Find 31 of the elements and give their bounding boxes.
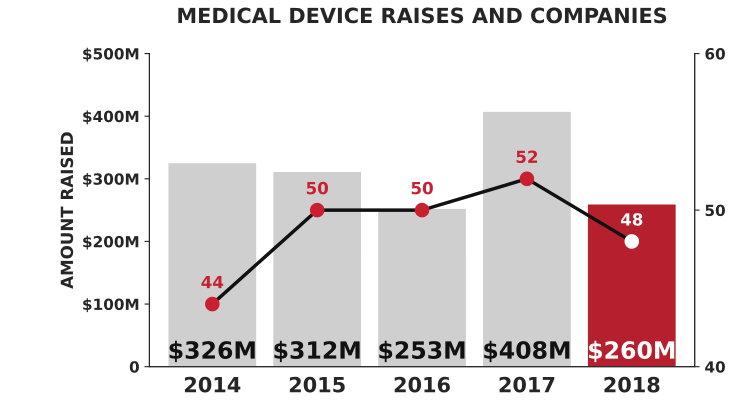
x-tick-label: 2017 <box>500 376 554 393</box>
chart-title: MEDICAL DEVICE RAISES AND COMPANIES <box>178 8 666 24</box>
y2-tick-label: 60 <box>705 48 725 60</box>
y-tick-label: $100M <box>83 298 138 312</box>
y2-tick-label: 50 <box>706 204 725 216</box>
data-label: $312M <box>274 340 360 362</box>
bar <box>376 208 468 367</box>
data-label: 48 <box>620 213 642 226</box>
y-tick-label: $400M <box>83 110 138 124</box>
data-label: $408M <box>484 340 570 362</box>
data-label: 50 <box>306 182 328 194</box>
x-tick-label: 2018 <box>604 376 660 393</box>
data-label: 52 <box>516 150 538 164</box>
bar <box>272 170 362 367</box>
y-tick-label: $500M <box>83 48 138 62</box>
y2-tick-label: 40 <box>705 361 725 373</box>
data-label: 50 <box>412 182 433 194</box>
bar <box>586 203 678 367</box>
x-tick-label: 2015 <box>290 376 345 393</box>
data-label: 44 <box>201 276 224 288</box>
data-label: $253M <box>379 340 464 362</box>
data-label: $260M <box>589 340 674 362</box>
y-axis-title: AMOUNT RAISED <box>60 132 74 289</box>
y-tick-label: $200M <box>83 236 138 250</box>
y-tick-label: 0 <box>130 361 139 373</box>
x-tick-label: 2014 <box>184 376 240 393</box>
x-tick-label: 2016 <box>394 376 450 393</box>
bar <box>482 110 572 367</box>
data-label: $326M <box>170 340 255 362</box>
y-tick-label: $300M <box>83 173 138 187</box>
bar <box>167 162 258 367</box>
